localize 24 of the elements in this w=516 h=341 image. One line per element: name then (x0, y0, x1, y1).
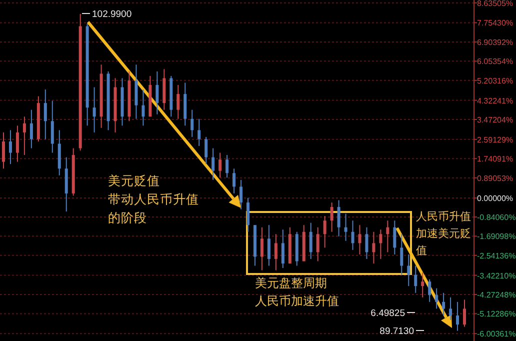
y-tick-label: 1.74091% (477, 154, 514, 164)
y-tick-label: 3.47204% (477, 115, 514, 124)
y-tick-label: -3.42210% (477, 271, 516, 280)
annotation: 人民币升值加速美元贬值 (416, 210, 471, 257)
y-tick-label: 6.90392% (477, 38, 514, 47)
y-tick-label: -5.12286% (477, 310, 516, 319)
y-tick-label: -4.27248% (477, 290, 516, 300)
y-tick-label: 5.20316% (477, 76, 514, 86)
annotation: 89.7130 (380, 326, 414, 337)
y-tick-label: 8.63505% (477, 0, 514, 8)
y-tick-label: -6.00361% (477, 330, 516, 339)
annotation: 美元贬值带动人民币升值的阶段 (108, 173, 199, 225)
y-tick-label: 0.00000% (477, 194, 514, 203)
y-tick-label: 7.75430% (477, 18, 514, 28)
y-tick-label: 0.89053% (477, 174, 514, 183)
annotation: 102.9900 (92, 9, 132, 20)
y-tick-label: 6.05354% (477, 57, 514, 66)
annotation: 美元盘整周期人民币加速升值 (255, 276, 339, 308)
annotation: 6.49825 (370, 308, 405, 319)
y-tick-label: 4.32241% (477, 96, 514, 106)
y-tick-label: 2.59129% (477, 135, 514, 144)
y-tick-label: -1.69098% (477, 232, 516, 242)
y-tick-label: -0.84060% (477, 212, 516, 222)
y-tick-label: -2.54136% (477, 251, 516, 260)
